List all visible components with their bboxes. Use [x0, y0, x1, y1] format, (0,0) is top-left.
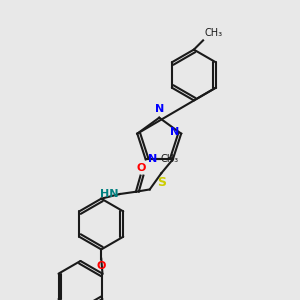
Text: CH₃: CH₃	[204, 28, 222, 38]
Text: O: O	[137, 163, 146, 173]
Text: CH₃: CH₃	[161, 154, 179, 164]
Text: O: O	[97, 261, 106, 271]
Text: N: N	[148, 154, 157, 164]
Text: N: N	[169, 128, 179, 137]
Text: N: N	[154, 104, 164, 114]
Text: S: S	[157, 176, 166, 189]
Text: HN: HN	[100, 189, 118, 199]
